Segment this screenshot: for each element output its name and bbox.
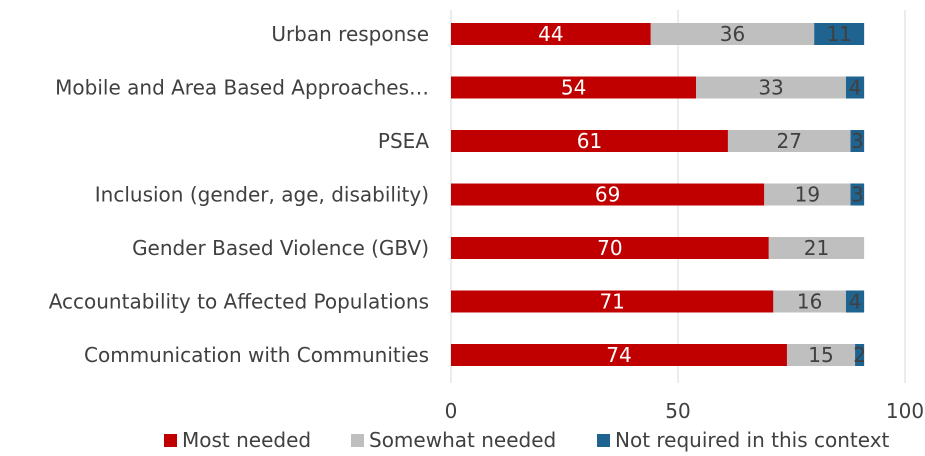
- data-label-2-1: 36: [720, 22, 745, 46]
- bar-3-1: [814, 23, 865, 45]
- data-label-2-4: 19: [795, 183, 820, 207]
- data-label-2-3: 27: [777, 129, 802, 153]
- bar-3-3: [850, 130, 865, 152]
- bars: 44 36 11 54 33 4 61 27 3 69 19 3 70 21 71 16 4 74 15 2: [451, 22, 866, 367]
- bar-3-4: [850, 183, 865, 206]
- category-label-3: PSEA: [378, 129, 429, 153]
- bar-2-1: [650, 23, 815, 45]
- bar-1-2: [451, 76, 697, 99]
- category-label-2: Mobile and Area Based Approaches…: [55, 76, 429, 100]
- bar-1-5: [451, 237, 769, 259]
- legend-swatch-2: [351, 434, 364, 447]
- category-labels: Urban response Mobile and Area Based Appr…: [49, 22, 430, 367]
- data-label-3-3: 3: [851, 129, 864, 153]
- tick-label-0: 0: [445, 399, 458, 423]
- bar-3-2: [845, 76, 865, 99]
- bar-2-5: [768, 237, 865, 259]
- category-label-4: Inclusion (gender, age, disability): [95, 183, 429, 207]
- bar-3-6: [845, 290, 865, 313]
- category-label-5: Gender Based Violence (GBV): [132, 236, 429, 260]
- bar-1-7: [451, 344, 787, 366]
- data-label-3-7: 2: [853, 343, 866, 367]
- data-label-3-2: 4: [849, 76, 862, 100]
- data-label-3-4: 3: [851, 183, 864, 207]
- data-label-1-7: 74: [606, 343, 631, 367]
- legend-swatch-1: [164, 434, 177, 447]
- bar-1-1: [451, 23, 651, 45]
- data-label-2-7: 15: [808, 343, 833, 367]
- data-label-2-6: 16: [797, 290, 822, 314]
- bar-1-3: [451, 130, 728, 152]
- data-label-1-4: 69: [595, 183, 620, 207]
- legend-swatch-3: [597, 434, 610, 447]
- legend: Most needed Somewhat needed Not required i…: [164, 428, 890, 452]
- data-label-1-5: 70: [597, 236, 622, 260]
- data-label-2-5: 21: [804, 236, 829, 260]
- data-label-1-2: 54: [561, 76, 586, 100]
- bar-2-3: [727, 130, 851, 152]
- data-label-1-1: 44: [538, 22, 563, 46]
- category-label-6: Accountability to Affected Populations: [49, 290, 429, 314]
- tick-label-100: 100: [886, 399, 924, 423]
- bar-3-7: [855, 344, 865, 366]
- data-label-1-3: 61: [577, 129, 602, 153]
- data-label-2-2: 33: [758, 76, 783, 100]
- bar-2-4: [764, 183, 851, 206]
- tick-label-50: 50: [665, 399, 690, 423]
- data-label-3-1: 11: [826, 22, 851, 46]
- category-label-7: Communication with Communities: [84, 343, 429, 367]
- legend-label-2: Somewhat needed: [369, 428, 556, 452]
- bar-2-2: [696, 76, 846, 99]
- bar-2-7: [786, 344, 856, 366]
- bar-1-4: [451, 183, 765, 206]
- x-axis-ticks: 0 50 100: [445, 399, 924, 423]
- legend-label-1: Most needed: [182, 428, 311, 452]
- bar-1-6: [451, 290, 774, 313]
- data-label-1-6: 71: [599, 290, 624, 314]
- data-label-3-6: 4: [849, 290, 862, 314]
- legend-label-3: Not required in this context: [615, 428, 890, 452]
- bar-2-6: [773, 290, 846, 313]
- category-label-1: Urban response: [271, 22, 429, 46]
